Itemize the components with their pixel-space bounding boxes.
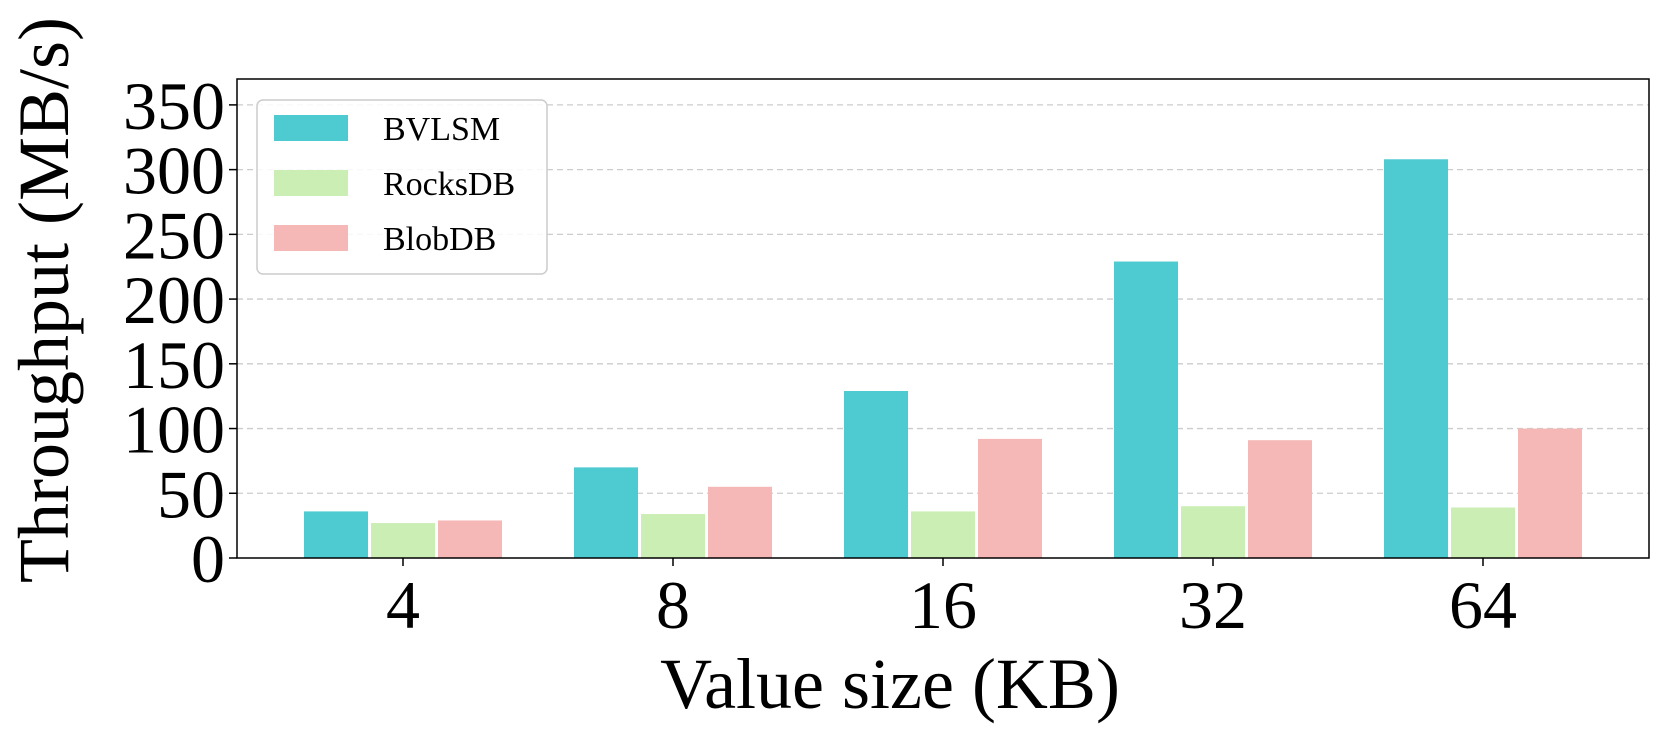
y-tick-label: 250 [123,197,225,273]
x-tick-label: 8 [656,567,690,643]
y-tick-label: 0 [191,521,225,597]
bars [304,159,1582,558]
legend-label-bvlsm: BVLSM [383,111,500,148]
x-tick-label: 64 [1449,567,1517,643]
x-axis-ticks: 4 8 16 32 64 [386,558,1517,643]
bar-rocksdb-32 [1181,506,1245,558]
y-tick-label: 150 [123,327,225,403]
y-axis-label: Throughput (MB/s) [4,17,84,583]
legend-swatch-blobdb [274,225,348,251]
legend: BVLSM RocksDB BlobDB [256,99,548,275]
legend-label-blobdb: BlobDB [383,221,496,258]
bar-blobdb-64 [1518,428,1582,558]
x-tick-label: 16 [909,567,977,643]
y-tick-label: 50 [157,456,225,532]
bar-blobdb-16 [978,438,1042,558]
bar-bvlsm-4 [304,511,368,558]
x-tick-label: 32 [1179,567,1247,643]
bar-rocksdb-16 [911,511,975,558]
x-axis-label: Value size (KB) [660,644,1120,724]
bar-bvlsm-64 [1384,159,1448,558]
y-tick-label: 200 [123,262,225,338]
y-tick-label: 350 [123,68,225,144]
bar-blobdb-4 [438,520,502,558]
y-tick-label: 100 [123,392,225,468]
legend-swatch-bvlsm [274,115,348,141]
bar-bvlsm-16 [844,390,908,558]
legend-label-rocksdb: RocksDB [383,166,515,203]
x-tick-label: 4 [386,567,420,643]
bar-bvlsm-32 [1114,261,1178,558]
bar-blobdb-32 [1248,440,1312,558]
bar-rocksdb-4 [371,523,435,558]
bar-blobdb-8 [708,486,772,558]
bar-rocksdb-8 [641,513,705,558]
bar-rocksdb-64 [1451,507,1515,558]
y-tick-label: 300 [123,133,225,209]
legend-swatch-rocksdb [274,170,348,196]
bar-bvlsm-8 [574,467,638,558]
